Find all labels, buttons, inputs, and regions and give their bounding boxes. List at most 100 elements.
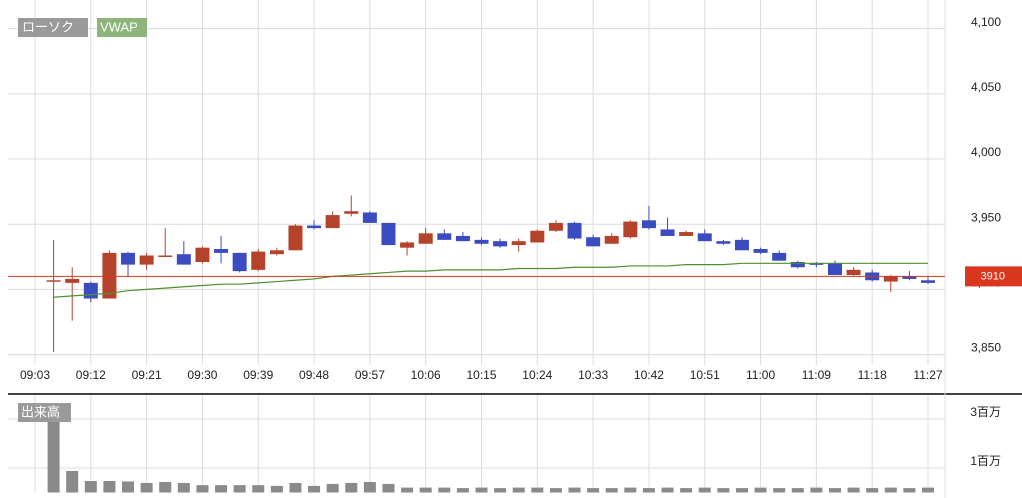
candle-body [660, 229, 675, 236]
candle-body [753, 248, 768, 253]
volume-bar [549, 488, 562, 493]
volume-bar [791, 488, 804, 493]
candle-body [586, 237, 601, 247]
volume-bar [661, 487, 674, 493]
volume-bar [47, 408, 60, 493]
volume-bar [252, 485, 265, 493]
volume-bar [512, 487, 525, 493]
candle-body [827, 263, 842, 276]
x-tick-label: 09:21 [132, 368, 162, 382]
volume-bar [680, 488, 693, 493]
volume-bar [903, 488, 916, 493]
y-tick-label: 3,950 [971, 210, 1001, 224]
volume-bar [717, 488, 730, 493]
candle-body [809, 263, 824, 265]
x-tick-label: 09:03 [20, 368, 50, 382]
candle-body [102, 252, 117, 299]
volume-bar [922, 487, 934, 493]
candle-body [511, 241, 526, 246]
candle-body [251, 251, 266, 270]
y-tick-label: 4,000 [971, 145, 1001, 159]
volume-bar [140, 482, 153, 493]
vwap-line [53, 262, 928, 298]
volume-bar [847, 487, 860, 493]
volume-bar [456, 488, 469, 493]
y-tick-label: 4,050 [971, 80, 1001, 94]
volume-bar [84, 480, 97, 493]
legend-box [18, 403, 71, 422]
candle-body [921, 280, 935, 283]
x-tick-label: 10:15 [466, 368, 496, 382]
candle-body [772, 252, 787, 261]
x-tick-label: 09:57 [355, 368, 385, 382]
x-tick-label: 11:09 [802, 368, 831, 382]
candle-body [641, 220, 656, 229]
volume-bar [642, 488, 655, 493]
volume-bar [419, 487, 432, 493]
y-tick-label: 4,100 [971, 15, 1001, 29]
candle-body [65, 278, 80, 283]
legend-box [97, 18, 147, 37]
x-tick-label: 10:24 [522, 368, 552, 382]
volume-bar [494, 488, 507, 493]
volume-bar [326, 483, 339, 493]
volume-bar [735, 488, 748, 493]
candle-body [381, 222, 396, 246]
candle-body [548, 222, 563, 231]
candle-body [139, 255, 154, 265]
x-tick-label: 10:42 [634, 368, 664, 382]
candle-body [474, 239, 489, 244]
candle-body [437, 233, 452, 240]
candle-body [121, 252, 136, 265]
candle-body [269, 250, 284, 255]
volume-bar [177, 482, 190, 493]
candle-body [195, 247, 210, 263]
volume-bar [233, 485, 246, 493]
candle-body [883, 276, 898, 282]
candle-body [790, 262, 805, 268]
volume-bar [103, 480, 116, 493]
y-tick-label: 3百万 [970, 405, 1001, 419]
volume-bar [884, 487, 897, 493]
x-tick-label: 09:39 [243, 368, 273, 382]
x-tick-label: 09:48 [299, 368, 329, 382]
volume-bar [215, 485, 228, 493]
candle-body [734, 239, 749, 251]
candle-body [46, 280, 61, 282]
candle-body [679, 232, 694, 236]
legend-box [18, 18, 88, 37]
volume-bar [159, 481, 172, 493]
volume-bar [363, 481, 376, 493]
volume-bar [345, 482, 358, 493]
last-price-box [965, 266, 1022, 287]
candle-body [716, 241, 731, 244]
volume-bar [438, 487, 451, 493]
candle-body [846, 269, 861, 276]
volume-bar [289, 482, 302, 493]
volume-bar [605, 488, 618, 493]
volume-bar [382, 483, 395, 493]
volume-bar [568, 487, 581, 493]
volume-bar [866, 488, 879, 493]
candle-body [288, 225, 303, 251]
candle-body [567, 222, 582, 239]
y-tick-label: 1百万 [970, 454, 1001, 468]
volume-bar [475, 487, 488, 493]
volume-bar [531, 487, 544, 493]
candle-body [604, 235, 619, 244]
candle-body [530, 230, 545, 243]
candle-body [455, 235, 470, 242]
volume-bar [66, 470, 79, 493]
candle-body [83, 282, 98, 299]
volume-bar [196, 485, 209, 493]
volume-bar [624, 487, 637, 493]
volume-bar [698, 487, 711, 493]
volume-bar [308, 485, 321, 493]
x-tick-label: 11:27 [913, 368, 942, 382]
legend-volume: 出来高 [21, 404, 60, 419]
candle-body [307, 225, 322, 229]
y-tick-label: 3,850 [971, 341, 1001, 355]
x-tick-label: 11:18 [858, 368, 887, 382]
